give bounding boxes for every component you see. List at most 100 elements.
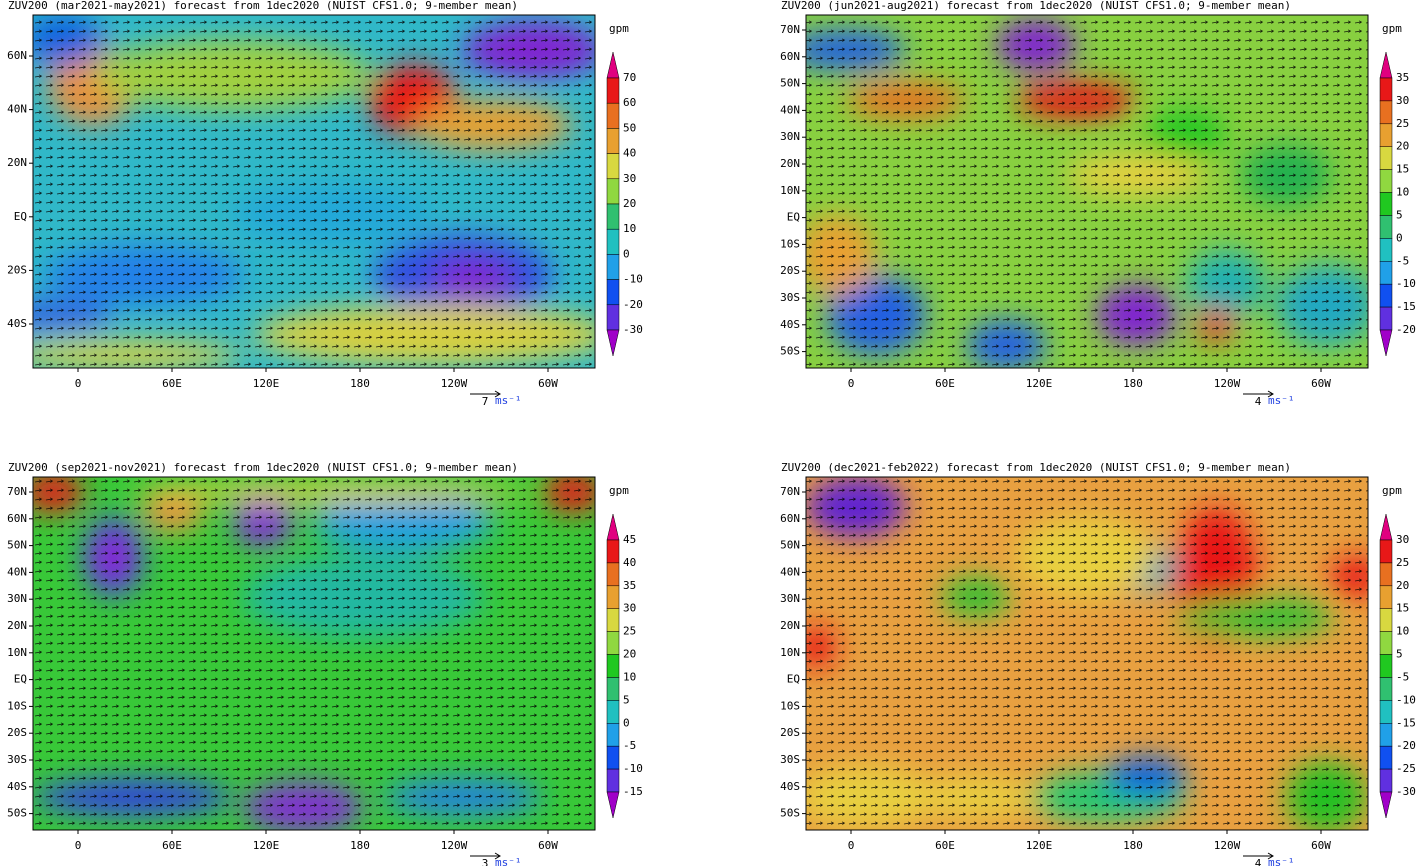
colorbar-box (606, 203, 620, 230)
lat-label: 20S (7, 263, 27, 276)
colorbar-label: 40 (623, 556, 636, 569)
lat-label: 40N (780, 103, 800, 116)
colorbar-box (606, 304, 620, 331)
colorbar-end (606, 791, 620, 819)
lon-label: 0 (75, 377, 82, 390)
lon-label: 120E (1026, 839, 1053, 852)
lon-label: 120E (253, 377, 280, 390)
lat-label: 30S (7, 753, 27, 766)
colorbar-box (1379, 238, 1393, 262)
lat-label: EQ (787, 673, 800, 686)
colorbar-label: -20 (1396, 739, 1416, 752)
vector-ref-value: 4 (1255, 857, 1262, 866)
colorbar-label: 10 (623, 670, 636, 683)
colorbar-label: 30 (1396, 94, 1409, 107)
lat-label: 20S (780, 726, 800, 739)
colorbar-label: -15 (623, 785, 643, 798)
colorbar-box (1379, 100, 1393, 125)
colorbar-box (606, 102, 620, 129)
lon-label: 120E (1026, 377, 1053, 390)
lat-label: 30N (780, 130, 800, 143)
colorbar-box (1379, 745, 1393, 770)
colorbar-label: 25 (1396, 556, 1409, 569)
lat-label: 10N (780, 646, 800, 659)
lat-label: 30S (780, 753, 800, 766)
colorbar-label: -10 (1396, 693, 1416, 706)
plot-frame (32, 14, 596, 369)
field (806, 477, 1368, 830)
lat-label: EQ (14, 210, 27, 223)
colorbar-label: 40 (623, 147, 636, 160)
lon-label: 180 (350, 839, 370, 852)
colorbar-box (606, 745, 620, 770)
lon-label: 120W (441, 377, 468, 390)
colorbar-box (1379, 215, 1393, 239)
lat-label: 40N (7, 103, 27, 116)
colorbar-label: 15 (1396, 602, 1409, 615)
lon-label: 120W (441, 839, 468, 852)
panel: ZUV200 (jun2021-aug2021) forecast from 1… (780, 0, 1416, 408)
vector-ref-arrow (1243, 852, 1274, 860)
colorbar-label: -15 (1396, 716, 1416, 729)
colorbar-box (606, 723, 620, 747)
colorbar-label: 25 (623, 625, 636, 638)
colorbar-label: 70 (623, 71, 636, 84)
colorbar-box (606, 77, 620, 104)
colorbar-box (606, 153, 620, 180)
colorbar-box (606, 562, 620, 587)
colorbar-box (606, 228, 620, 255)
colorbar-label: 35 (1396, 71, 1409, 84)
lat-label: 10S (780, 237, 800, 250)
colorbar-end (1379, 791, 1393, 819)
panel-title: ZUV200 (mar2021-may2021) forecast from 1… (8, 0, 518, 12)
lat-label: 40N (7, 565, 27, 578)
colorbar-label: 0 (623, 716, 630, 729)
colorbar-label: -20 (1396, 323, 1416, 336)
colorbar-box (1379, 654, 1393, 678)
field (806, 15, 1368, 368)
colorbar-box (1379, 192, 1393, 216)
colorbar-end (606, 329, 620, 357)
colorbar-unit: gpm (609, 484, 629, 497)
lon-label: 180 (1123, 377, 1143, 390)
lat-label: 70N (780, 23, 800, 36)
colorbar-box (1379, 146, 1393, 170)
colorbar-box (1379, 283, 1393, 308)
colorbar-label: -30 (623, 323, 643, 336)
lon-label: 0 (848, 839, 855, 852)
colorbar-box (606, 539, 620, 564)
colorbar-box (1379, 585, 1393, 609)
lat-label: 50N (780, 539, 800, 552)
colorbar-label: 35 (623, 579, 636, 592)
lon-label: 180 (1123, 839, 1143, 852)
wind-vectors (33, 477, 595, 830)
lat-label: 10N (7, 646, 27, 659)
colorbar-label: 20 (623, 648, 636, 661)
colorbar-label: 5 (1396, 648, 1403, 661)
lat-label: 60N (780, 512, 800, 525)
vector-ref-unit: ms⁻¹ (1268, 856, 1295, 866)
lon-label: 60W (538, 377, 558, 390)
colorbar-box (606, 128, 620, 154)
colorbar-box (1379, 77, 1393, 102)
colorbar-box (606, 768, 620, 793)
lat-label: 30N (780, 592, 800, 605)
colorbar-label: -5 (1396, 670, 1409, 683)
colorbar-label: -15 (1396, 300, 1416, 313)
colorbar-end (606, 51, 620, 79)
lat-label: 40S (780, 780, 800, 793)
lat-label: 20N (7, 619, 27, 632)
lat-label: 20N (780, 157, 800, 170)
wind-vectors (806, 477, 1368, 830)
colorbar-box (1379, 306, 1393, 331)
colorbar-label: 0 (623, 247, 630, 260)
colorbar-label: 20 (1396, 140, 1409, 153)
plot-frame (805, 14, 1369, 369)
lat-label: 20S (780, 264, 800, 277)
vector-ref-value: 7 (482, 395, 489, 408)
colorbar-label: -5 (1396, 254, 1409, 267)
lon-label: 60E (935, 839, 955, 852)
panel-title: ZUV200 (dec2021-feb2022) forecast from 1… (781, 461, 1291, 474)
lon-label: 60E (162, 377, 182, 390)
lat-label: 20S (7, 726, 27, 739)
